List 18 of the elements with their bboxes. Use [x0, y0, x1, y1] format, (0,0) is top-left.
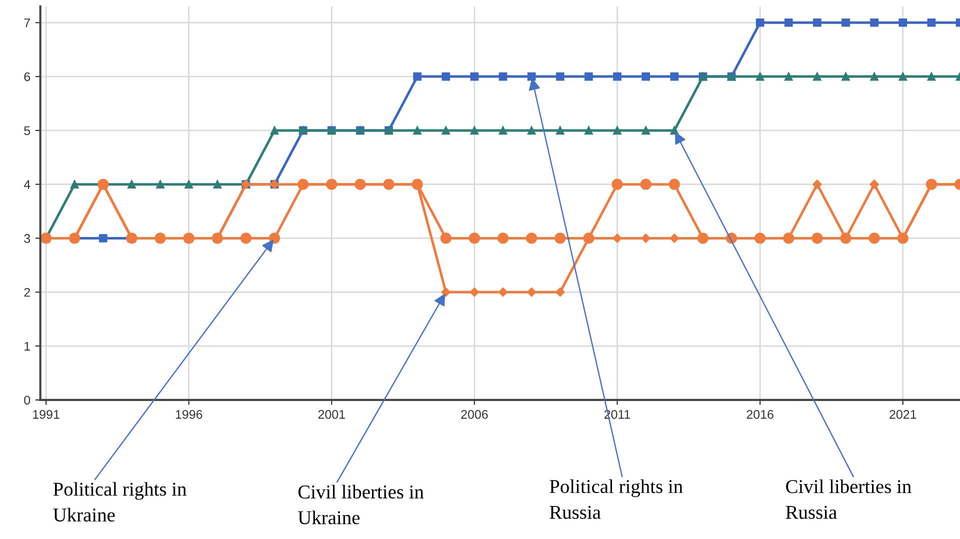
y-tick-label: 6: [24, 72, 30, 82]
x-tick-label: 1996: [176, 410, 202, 419]
annotation: Civil liberties in Ukraine: [298, 484, 424, 524]
y-tick-label: 3: [24, 234, 30, 243]
y-tick-label: 0: [24, 396, 30, 405]
annotation: Political rights in Russia: [550, 479, 683, 519]
y-tick-label: 4: [24, 180, 30, 189]
x-tick-label: 1991: [33, 410, 60, 419]
annotation: Political rights in Ukraine: [53, 482, 186, 522]
annotation: Civil liberties in Russia: [786, 479, 912, 519]
x-tick-label: 2006: [461, 410, 488, 419]
y-tick-label: 7: [24, 18, 30, 28]
x-tick-label: 2001: [318, 410, 345, 419]
x-tick-label: 2021: [890, 410, 916, 419]
y-tick-label: 5: [24, 126, 30, 136]
y-tick-label: 1: [24, 342, 30, 351]
x-tick-label: 2016: [746, 410, 774, 419]
y-tick-label: 2: [24, 288, 30, 297]
